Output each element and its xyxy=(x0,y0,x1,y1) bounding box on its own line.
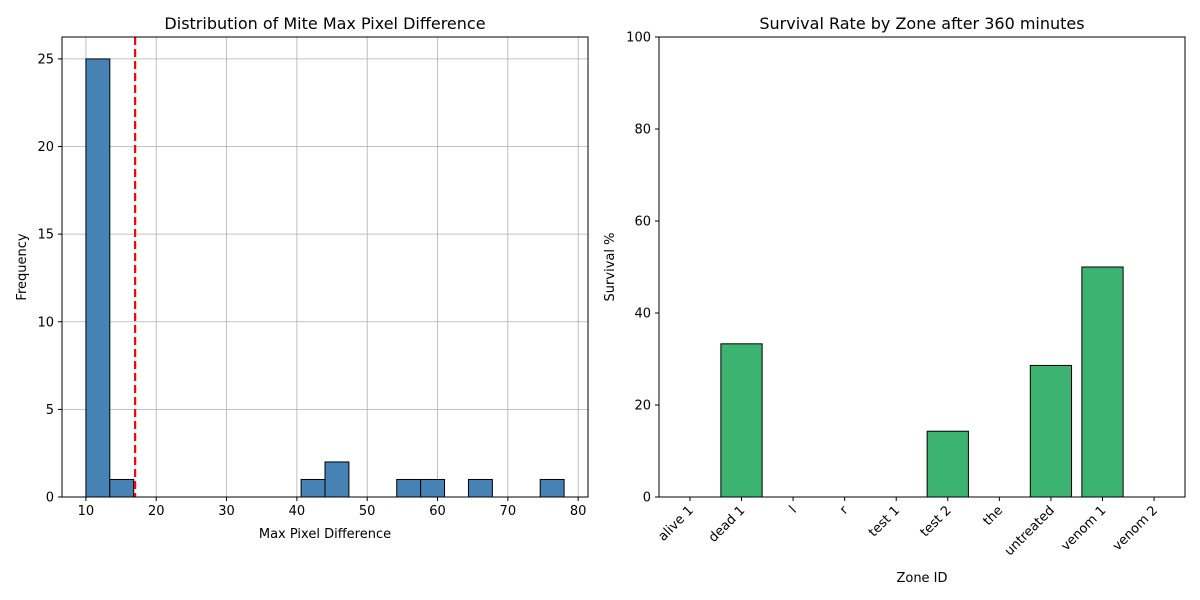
survival-x-tick-label: alive 1 xyxy=(656,503,697,544)
histogram-y-tick-label: 10 xyxy=(37,315,54,330)
histogram-x-tick-label: 70 xyxy=(500,504,517,519)
histogram-x-tick-label: 80 xyxy=(570,504,587,519)
histogram-bar xyxy=(85,58,111,498)
survival-x-tick-label: test 1 xyxy=(866,503,903,540)
survival-plot-frame xyxy=(658,36,1186,498)
survival-chart: Survival Rate by Zone after 360 minutes … xyxy=(603,14,1186,586)
survival-x-axis-label: Zone ID xyxy=(896,571,947,586)
histogram-y-tick-label: 15 xyxy=(37,228,54,243)
survival-y-tick-label: 20 xyxy=(634,399,651,414)
survival-y-tick-label: 60 xyxy=(634,215,651,230)
survival-y-tick-label: 80 xyxy=(634,123,651,138)
histogram-y-tick-label: 25 xyxy=(37,52,54,67)
histogram-x-tick-label: 50 xyxy=(359,504,376,519)
histogram-x-tick-label: 60 xyxy=(429,504,446,519)
survival-y-tick-label: 40 xyxy=(634,307,651,322)
histogram-x-ticks: 10 20 30 40 50 60 70 80 xyxy=(78,497,587,519)
survival-x-tick-label: venom 1 xyxy=(1058,503,1109,554)
histogram-y-tick-label: 20 xyxy=(37,140,54,155)
survival-x-tick-label: test 2 xyxy=(918,503,955,540)
histogram-y-ticks: 0 5 10 15 20 25 xyxy=(37,52,62,506)
survival-x-tick-label: dead 1 xyxy=(706,503,748,545)
histogram-bar xyxy=(467,478,493,498)
survival-bar xyxy=(926,430,969,498)
survival-title: Survival Rate by Zone after 360 minutes xyxy=(759,14,1084,33)
histogram-y-axis-label: Frequency xyxy=(15,233,30,300)
histogram-bar xyxy=(396,478,422,498)
histogram-plot-frame xyxy=(61,36,589,498)
survival-x-tick-label: r xyxy=(837,503,852,518)
survival-x-tick-label: the xyxy=(980,503,1006,529)
survival-y-tick-label: 0 xyxy=(643,491,651,506)
histogram-bars xyxy=(85,58,565,498)
survival-bar xyxy=(1081,266,1124,498)
histogram-x-axis-label: Max Pixel Difference xyxy=(259,527,391,542)
histogram-y-tick-label: 0 xyxy=(46,491,54,506)
histogram-chart: Distribution of Mite Max Pixel Differenc… xyxy=(15,14,589,542)
histogram-bar xyxy=(300,478,326,498)
histogram-bar xyxy=(109,478,135,498)
survival-bar xyxy=(1029,364,1073,498)
survival-x-tick-label: l xyxy=(787,503,800,516)
histogram-x-tick-label: 10 xyxy=(78,504,95,519)
survival-y-ticks: 0 20 40 60 80 100 xyxy=(626,31,659,506)
survival-x-tick-label: venom 2 xyxy=(1110,503,1161,554)
histogram-bar xyxy=(539,478,565,498)
histogram-x-tick-label: 20 xyxy=(148,504,165,519)
survival-bars xyxy=(720,266,1124,498)
histogram-x-tick-label: 30 xyxy=(218,504,235,519)
histogram-x-tick-label: 40 xyxy=(289,504,306,519)
histogram-grid xyxy=(62,37,588,498)
survival-y-axis-label: Survival % xyxy=(603,233,618,302)
survival-bar xyxy=(720,343,763,498)
histogram-title: Distribution of Mite Max Pixel Differenc… xyxy=(164,14,485,33)
histogram-bar xyxy=(420,478,446,498)
histogram-y-tick-label: 5 xyxy=(46,403,54,418)
histogram-bar xyxy=(324,461,350,498)
survival-y-tick-label: 100 xyxy=(626,31,651,46)
survival-x-tick-label: untreated xyxy=(1002,503,1058,559)
